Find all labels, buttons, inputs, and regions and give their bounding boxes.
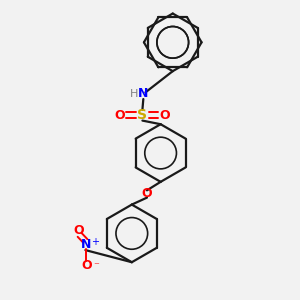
Text: O: O	[114, 109, 125, 122]
Text: N: N	[81, 238, 92, 251]
Text: O: O	[74, 224, 84, 237]
Text: O: O	[160, 109, 170, 122]
Text: O: O	[81, 260, 92, 272]
Text: S: S	[137, 108, 147, 122]
Text: ⁻: ⁻	[93, 261, 99, 271]
Text: N: N	[138, 87, 148, 101]
Text: O: O	[142, 188, 152, 200]
Text: H: H	[130, 89, 138, 99]
Text: +: +	[91, 237, 99, 247]
